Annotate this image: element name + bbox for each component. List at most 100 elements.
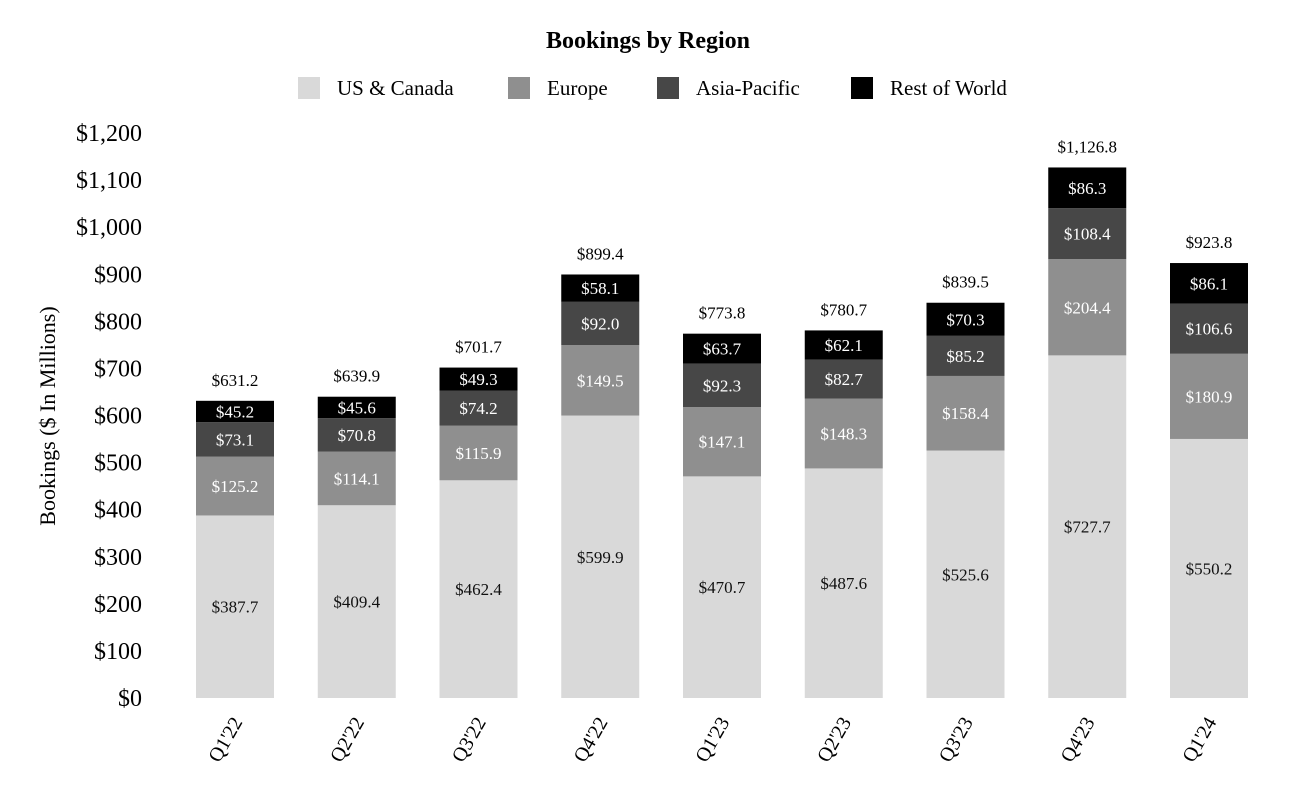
bar-segment	[317, 396, 396, 419]
segment-label: $108.4	[1064, 225, 1111, 244]
bar-segment	[804, 359, 883, 399]
x-tick-label: Q3'22	[448, 714, 491, 767]
bar-segment	[561, 415, 640, 698]
bar-segment	[196, 400, 274, 423]
segment-label: $114.1	[334, 469, 380, 488]
segment-label: $525.6	[942, 565, 989, 584]
x-tick-label: Q1'24	[1178, 714, 1221, 767]
bar-segment	[196, 422, 274, 457]
legend-label-3: Rest of World	[890, 76, 1007, 100]
x-tick-label: Q4'22	[570, 714, 613, 767]
total-label: $701.7	[455, 338, 502, 357]
segment-label: $92.0	[581, 314, 619, 333]
segment-label: $204.4	[1064, 298, 1111, 317]
segment-label: $82.7	[825, 370, 864, 389]
segment-label: $92.3	[703, 376, 741, 395]
y-tick-label: $1,200	[76, 121, 142, 147]
bar-segment	[683, 363, 761, 408]
total-label: $899.4	[577, 245, 624, 264]
legend-swatch-2	[657, 77, 679, 99]
segment-label: $86.3	[1068, 179, 1106, 198]
y-tick-label: $0	[118, 686, 142, 712]
segment-label: $86.1	[1190, 274, 1228, 293]
bar-segment	[804, 468, 883, 698]
segment-label: $180.9	[1186, 387, 1233, 406]
legend-label-0: US & Canada	[337, 76, 454, 100]
y-tick-label: $100	[94, 639, 142, 665]
segment-label: $599.9	[577, 548, 624, 567]
segment-label: $74.2	[459, 399, 497, 418]
bar-segment	[926, 302, 1005, 336]
bar-segment	[196, 456, 274, 516]
x-tick-label: Q3'23	[935, 714, 978, 767]
bar-segment	[439, 425, 518, 481]
x-tick-label: Q1'23	[691, 714, 734, 767]
bar-segment	[439, 367, 518, 391]
legend-swatch-0	[298, 77, 320, 99]
bar-segment	[804, 398, 883, 469]
segment-label: $106.6	[1186, 320, 1233, 339]
total-label: $923.8	[1186, 233, 1233, 252]
bars	[196, 167, 1248, 698]
bar-segment	[1048, 167, 1127, 209]
segment-label: $125.2	[212, 477, 259, 496]
segment-label: $49.3	[459, 370, 497, 389]
bar-segment	[1048, 355, 1127, 698]
total-label: $631.2	[212, 371, 259, 390]
bar-segment	[683, 476, 761, 698]
legend-label-2: Asia-Pacific	[696, 76, 800, 100]
y-tick-label: $500	[94, 451, 142, 477]
segment-label: $158.4	[942, 404, 989, 423]
segment-label: $58.1	[581, 279, 619, 298]
segment-label: $62.1	[825, 336, 863, 355]
segment-label: $550.2	[1186, 559, 1233, 578]
bar-segment	[926, 335, 1005, 376]
segment-label: $70.8	[338, 426, 376, 445]
segment-label: $148.3	[820, 425, 867, 444]
segment-label: $85.2	[946, 347, 984, 366]
bar-segment	[317, 418, 396, 452]
segment-label: $73.1	[216, 430, 254, 449]
y-axis-ticks: $0 $100 $200 $300 $400 $500 $600 $700 $800 $900 $1…	[76, 121, 142, 712]
segment-label: $387.7	[212, 598, 259, 617]
y-tick-label: $900	[94, 262, 142, 288]
bar-segment	[1170, 263, 1248, 304]
bar-segment	[317, 451, 396, 506]
segment-label: $409.4	[333, 593, 380, 612]
bar-segment	[926, 375, 1005, 451]
bar-segment	[683, 407, 761, 477]
y-tick-label: $300	[94, 545, 142, 571]
y-tick-label: $800	[94, 309, 142, 335]
x-axis-ticks: Q1'22 Q2'22 Q3'22 Q4'22 Q1'23 Q2'23 Q3'23 Q4'23…	[204, 714, 1221, 767]
bar-segment	[561, 274, 640, 302]
y-tick-label: $700	[94, 356, 142, 382]
total-labels: $631.2 $639.9 $701.7 $899.4 $773.8 $780.7 $839…	[212, 137, 1233, 389]
total-label: $780.7	[820, 300, 867, 319]
bar-segment	[683, 333, 761, 364]
chart-title: Bookings by Region	[546, 28, 750, 54]
total-label: $1,126.8	[1058, 137, 1118, 156]
bar-segment	[1170, 438, 1248, 698]
segment-label: $63.7	[703, 340, 742, 359]
bar-segment	[561, 301, 640, 346]
segment-label: $470.7	[699, 578, 746, 597]
legend: US & Canada Europe Asia-Pacific Rest of Wor…	[298, 76, 1007, 100]
legend-swatch-1	[508, 77, 530, 99]
segment-label: $45.2	[216, 402, 254, 421]
segment-label: $149.5	[577, 371, 624, 390]
segment-label: $147.1	[699, 433, 746, 452]
segment-labels: $387.7 $125.2 $73.1 $45.2 $409.4 $114.1 $70.8 $…	[212, 179, 1233, 617]
bar-segment	[196, 515, 274, 698]
segment-label: $462.4	[455, 580, 502, 599]
bar-segment	[1048, 259, 1127, 356]
x-tick-label: Q4'23	[1057, 714, 1100, 767]
y-tick-label: $200	[94, 592, 142, 618]
segment-label: $487.6	[820, 574, 867, 593]
y-tick-label: $400	[94, 498, 142, 524]
x-tick-label: Q1'22	[204, 714, 247, 767]
legend-label-1: Europe	[547, 76, 608, 100]
bar-segment	[561, 345, 640, 416]
bar-segment	[926, 450, 1005, 698]
x-tick-label: Q2'22	[326, 714, 369, 767]
